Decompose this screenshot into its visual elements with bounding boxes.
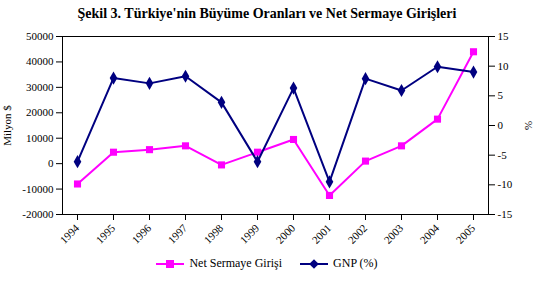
svg-text:2002: 2002 — [345, 222, 369, 246]
svg-text:1995: 1995 — [93, 221, 117, 245]
html-text:GNP (%): GNP (%) — [333, 256, 378, 270]
svg-text:2003: 2003 — [381, 221, 405, 245]
svg-text:0: 0 — [498, 119, 504, 131]
svg-text:Milyon $: Milyon $ — [1, 105, 13, 146]
svg-text:2000: 2000 — [273, 221, 297, 245]
svg-text:2001: 2001 — [309, 222, 333, 246]
svg-text:-5: -5 — [498, 149, 508, 161]
svg-text:1996: 1996 — [129, 221, 153, 245]
svg-text:20000: 20000 — [26, 106, 54, 118]
svg-text:-15: -15 — [498, 208, 513, 220]
svg-text:15: 15 — [498, 30, 510, 42]
svg-text:50000: 50000 — [26, 30, 54, 42]
svg-text:5: 5 — [498, 89, 504, 101]
html-text:Şekil 3. Türkiye'nin Büyüme Or: Şekil 3. Türkiye'nin Büyüme Oranları ve … — [77, 6, 457, 21]
svg-text:10: 10 — [498, 60, 510, 72]
svg-text:1999: 1999 — [237, 221, 261, 245]
svg-text:10000: 10000 — [26, 132, 54, 144]
svg-text:1997: 1997 — [165, 221, 189, 245]
svg-text:2005: 2005 — [453, 221, 477, 245]
svg-text:40000: 40000 — [26, 55, 54, 67]
svg-text:30000: 30000 — [26, 81, 54, 93]
svg-text:-10: -10 — [498, 178, 513, 190]
svg-text:%: % — [522, 121, 534, 130]
svg-text:1998: 1998 — [201, 221, 225, 245]
svg-text:-20000: -20000 — [22, 208, 54, 220]
svg-text:-10000: -10000 — [22, 183, 54, 195]
svg-text:0: 0 — [48, 157, 54, 169]
svg-text:1994: 1994 — [57, 221, 81, 245]
html-text:Net Sermaye Girişi: Net Sermaye Girişi — [189, 256, 282, 270]
svg-text:2004: 2004 — [417, 221, 441, 245]
